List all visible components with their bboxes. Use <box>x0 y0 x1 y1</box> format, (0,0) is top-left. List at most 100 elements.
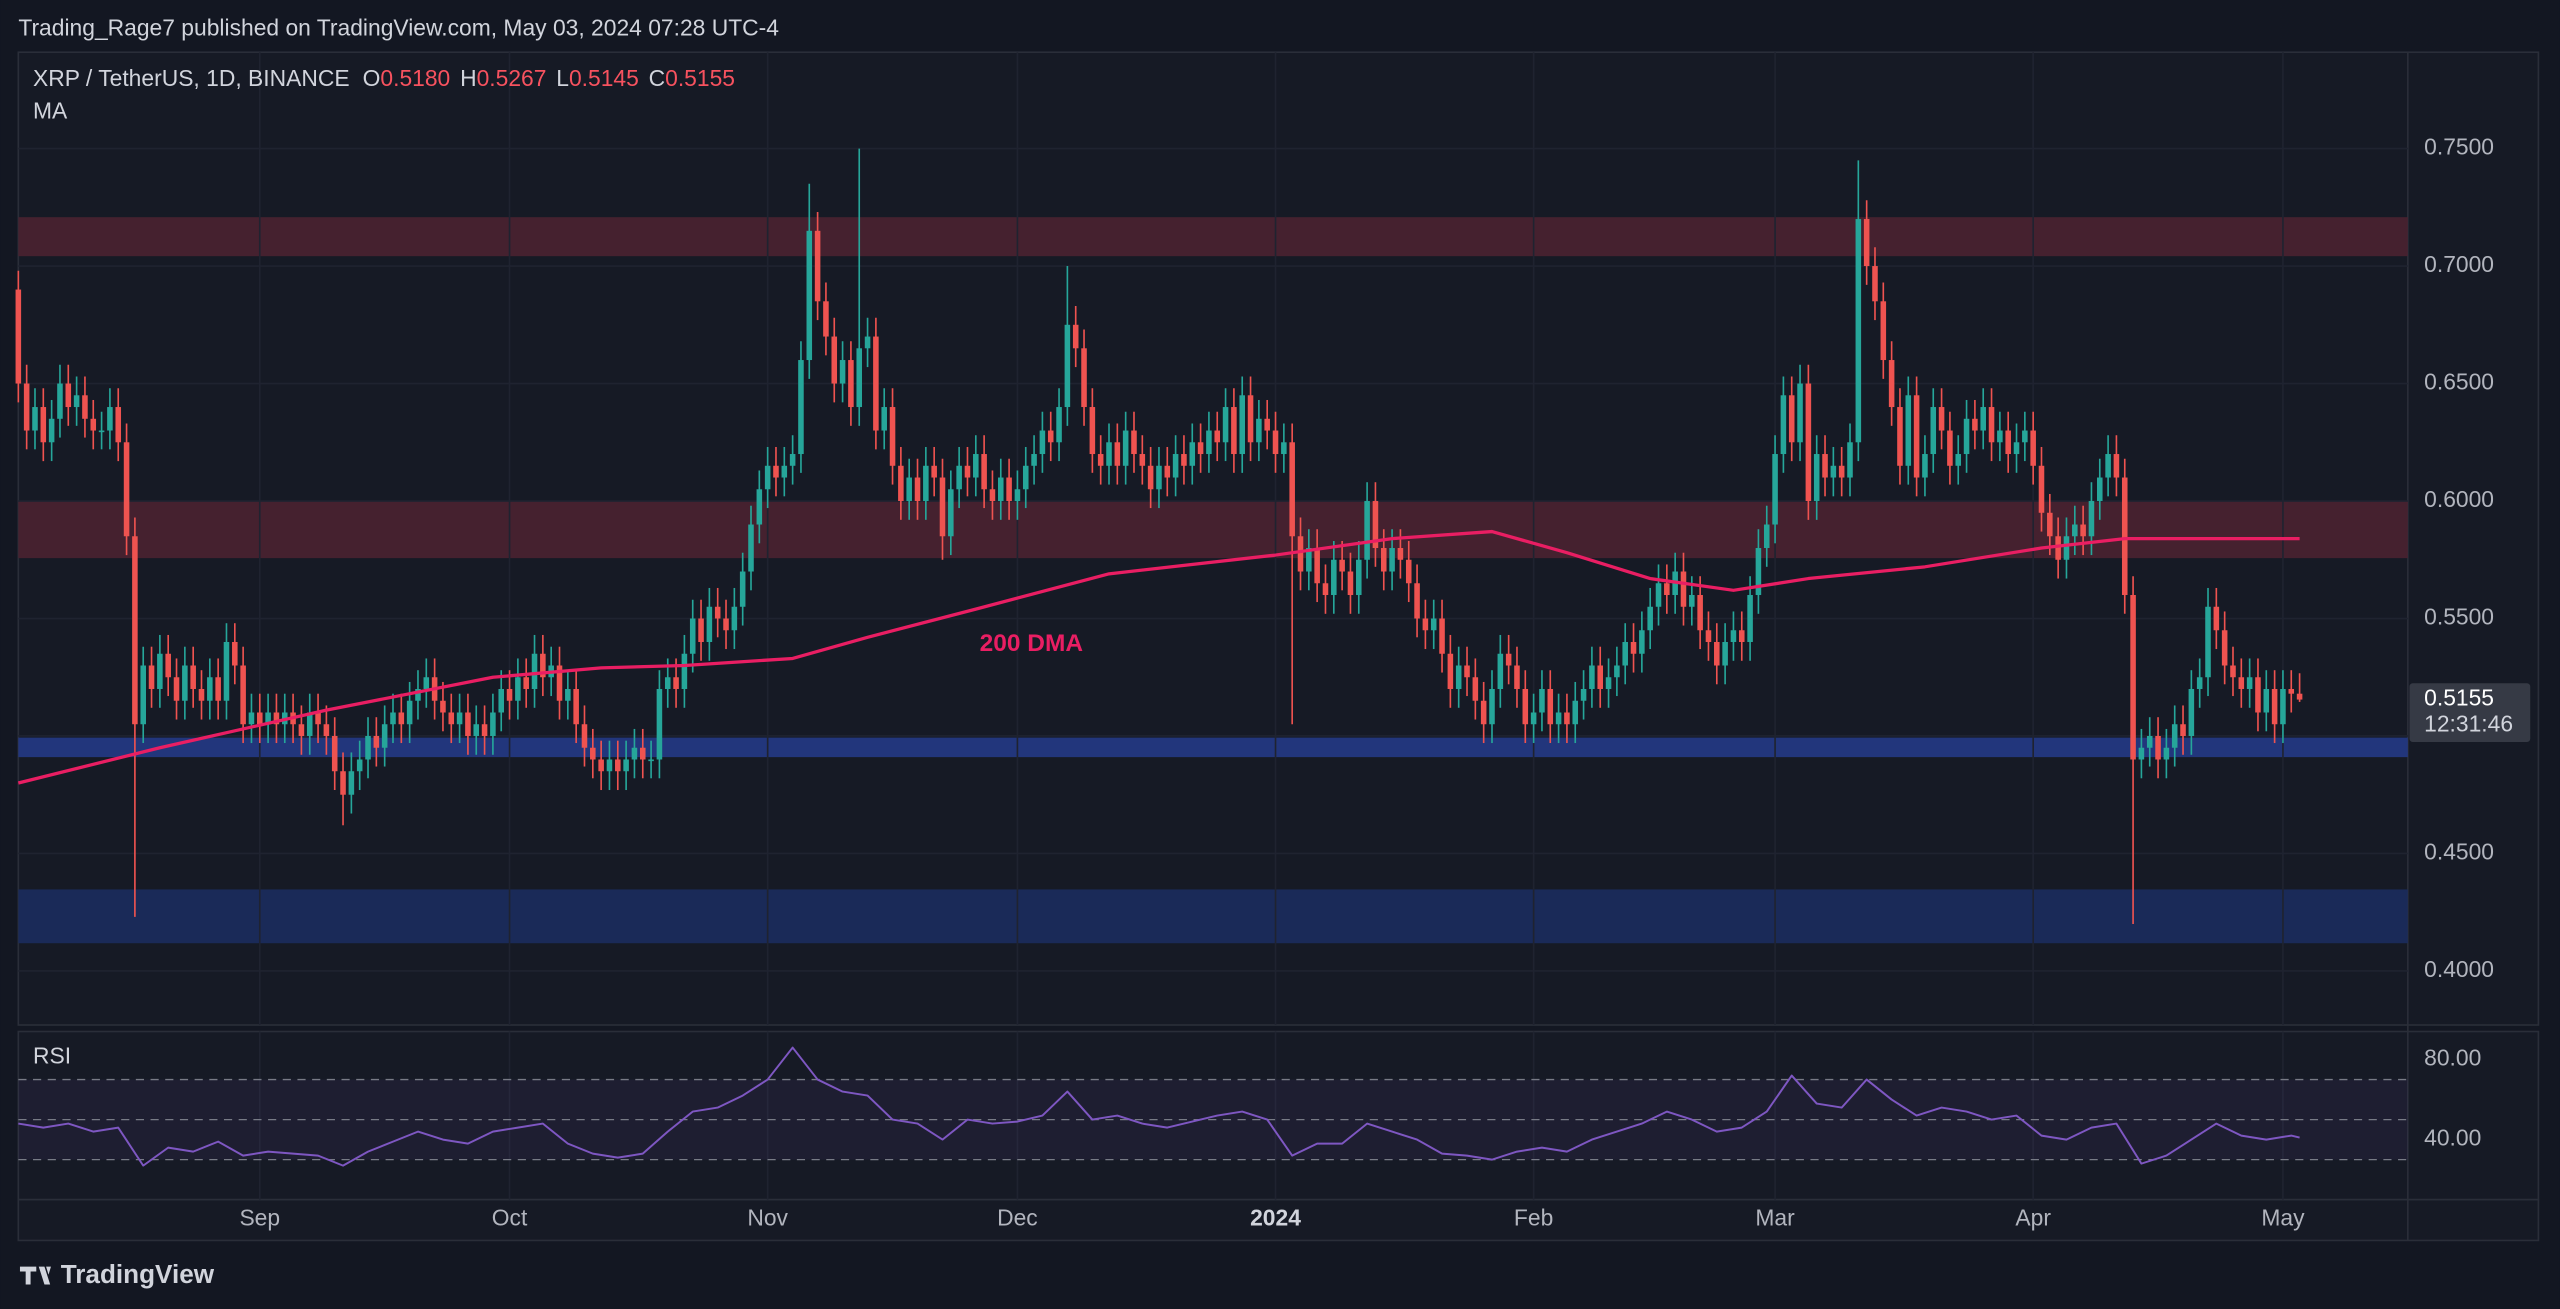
candle-body <box>2005 430 2011 455</box>
candle-body <box>1838 465 1845 478</box>
candle-body <box>1897 407 1903 466</box>
candle-body <box>1214 430 1221 443</box>
candle-body <box>1664 583 1670 596</box>
candle-body <box>590 747 596 760</box>
candle-body <box>1497 653 1504 689</box>
candle-body <box>673 677 679 689</box>
x-tick-label: Sep <box>239 1204 280 1230</box>
candle-body <box>298 724 305 736</box>
candle-body <box>1822 454 1828 478</box>
candle-body <box>1097 454 1104 466</box>
candle-body <box>1714 642 1720 666</box>
x-tick-label: 2024 <box>1250 1204 1301 1230</box>
candle-body <box>531 653 538 689</box>
candle-body <box>1947 430 1953 466</box>
candle-body <box>1639 630 1645 654</box>
candle-body <box>1813 454 1820 502</box>
candle-body <box>1372 501 1379 549</box>
candle-body <box>2296 693 2303 700</box>
candle-body <box>1281 442 1287 455</box>
publish-info: Trading_Rage7 published on TradingView.c… <box>18 14 779 40</box>
candle-body <box>1380 548 1387 572</box>
candle-body <box>2130 595 2136 760</box>
candle-body <box>2047 512 2053 537</box>
candle-body <box>1730 630 1737 643</box>
candle-body <box>1480 700 1487 725</box>
candle-body <box>2138 747 2145 760</box>
candle-body <box>1597 665 1604 689</box>
candle-body <box>1172 454 1179 478</box>
candle-body <box>2271 688 2278 725</box>
legend-value: 0.5145 <box>569 65 639 91</box>
candle-body <box>173 677 180 701</box>
x-tick-label: Dec <box>997 1204 1038 1230</box>
brand-name: TradingView <box>61 1259 215 1289</box>
candle-body <box>1139 454 1146 466</box>
candle-body <box>1156 465 1162 490</box>
candle-body <box>1922 454 1928 478</box>
candle-body <box>1189 442 1196 466</box>
candle-body <box>1056 407 1062 443</box>
candle-body <box>2171 724 2178 748</box>
candle-body <box>2121 477 2128 596</box>
candle-body <box>664 677 671 689</box>
candle-body <box>1314 548 1320 584</box>
legend-value: 0.5180 <box>380 65 450 91</box>
candle-body <box>107 407 113 431</box>
candle-body <box>1955 454 1962 466</box>
candle-body <box>1905 395 1912 466</box>
candle-body <box>1356 559 1362 596</box>
candle-body <box>2288 688 2295 694</box>
candle-body <box>415 688 421 701</box>
candle-body <box>1580 688 1587 701</box>
candle-body <box>997 477 1004 502</box>
candle-body <box>165 653 171 678</box>
candle-body <box>157 653 163 689</box>
candle-body <box>207 677 213 701</box>
candle-body <box>1289 442 1295 537</box>
candle-body <box>873 336 879 431</box>
candle-body <box>381 724 388 748</box>
candle-body <box>2146 735 2153 748</box>
candle-body <box>32 407 38 431</box>
candle-body <box>373 735 380 748</box>
candle-body <box>456 712 463 725</box>
y-tick-label: 0.6500 <box>2424 369 2494 395</box>
candle-body <box>182 665 188 701</box>
candle-body <box>1697 595 1703 631</box>
candle-body <box>115 407 122 443</box>
candle-body <box>2113 454 2120 478</box>
candle-body <box>1064 324 1071 408</box>
legend-symbol: XRP / TetherUS, 1D, BINANCE <box>33 65 350 91</box>
y-tick-label: 0.7500 <box>2424 134 2494 160</box>
candle-body <box>889 407 896 466</box>
candle-body <box>1181 454 1187 466</box>
legend-value: 0.5155 <box>665 65 735 91</box>
candle-body <box>906 477 912 502</box>
candle-body <box>1231 407 1237 455</box>
candle-body <box>1780 395 1787 455</box>
candle-body <box>398 712 405 725</box>
candle-body <box>265 712 271 725</box>
candle-body <box>1880 301 1887 361</box>
candle-body <box>1997 430 2003 443</box>
rsi-title: RSI <box>33 1043 71 1069</box>
candle-body <box>656 688 663 760</box>
candle-body <box>323 724 330 736</box>
candle-body <box>1331 559 1337 596</box>
candle-body <box>1763 524 1770 549</box>
candle-body <box>1680 571 1687 607</box>
candle-body <box>1131 430 1137 455</box>
candle-body <box>2263 688 2270 713</box>
candle-body <box>981 454 987 490</box>
candle-body <box>1414 583 1420 619</box>
candle-body <box>1963 418 1970 455</box>
candle-body <box>1863 219 1870 267</box>
candle-body <box>931 465 937 478</box>
candle-body <box>806 230 813 361</box>
logo-icon <box>19 1266 51 1285</box>
candle-body <box>964 465 971 478</box>
candle-body <box>1772 454 1778 525</box>
candle-body <box>739 571 746 607</box>
candle-body <box>390 712 396 725</box>
